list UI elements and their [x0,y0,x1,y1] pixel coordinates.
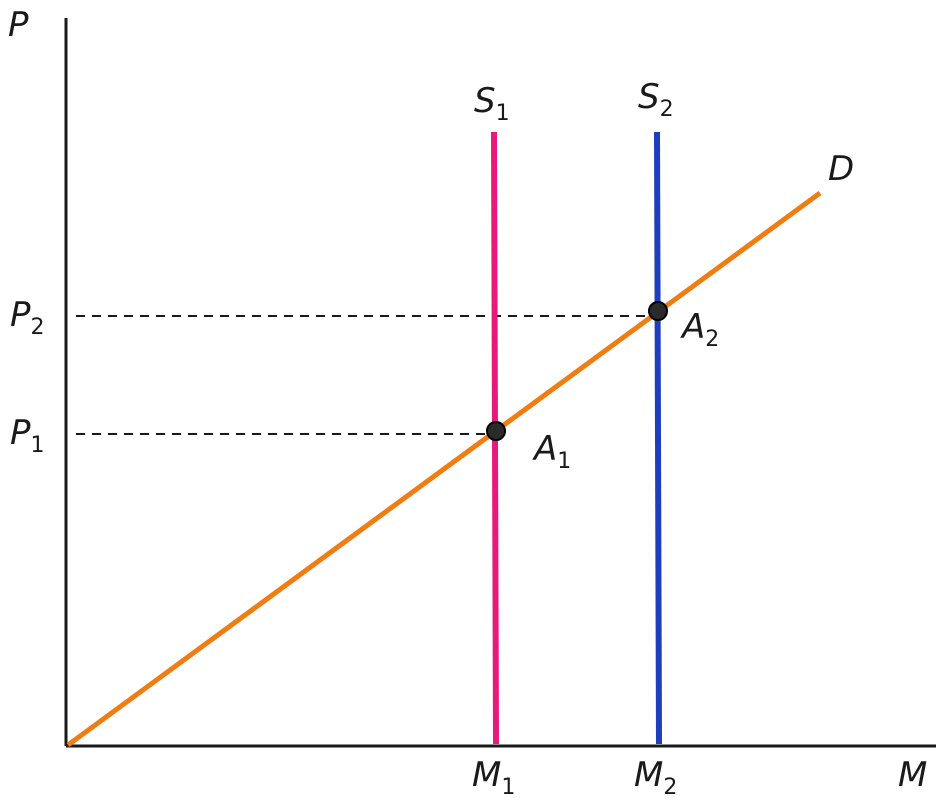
supply-curve-s2 [654,131,662,745]
point-a1-label: A1 [532,429,571,474]
equilibrium-point-a1 [486,421,506,441]
x-tick-m1-label: M1 [472,755,515,800]
demand-d-label: D [828,149,854,189]
y-tick-p1-label: P1 [10,413,45,458]
point-a2-label: A2 [680,307,719,352]
y-axis-label: P [8,5,29,45]
x-axis-label: M [898,755,927,795]
x-tick-m2-label: M2 [634,755,677,800]
equilibrium-point-a2 [648,301,668,321]
supply-s2-label: S2 [638,77,674,122]
supply-s1-label: S1 [474,81,510,126]
demand-curve-d [66,190,822,748]
y-tick-p2-label: P2 [10,295,45,340]
